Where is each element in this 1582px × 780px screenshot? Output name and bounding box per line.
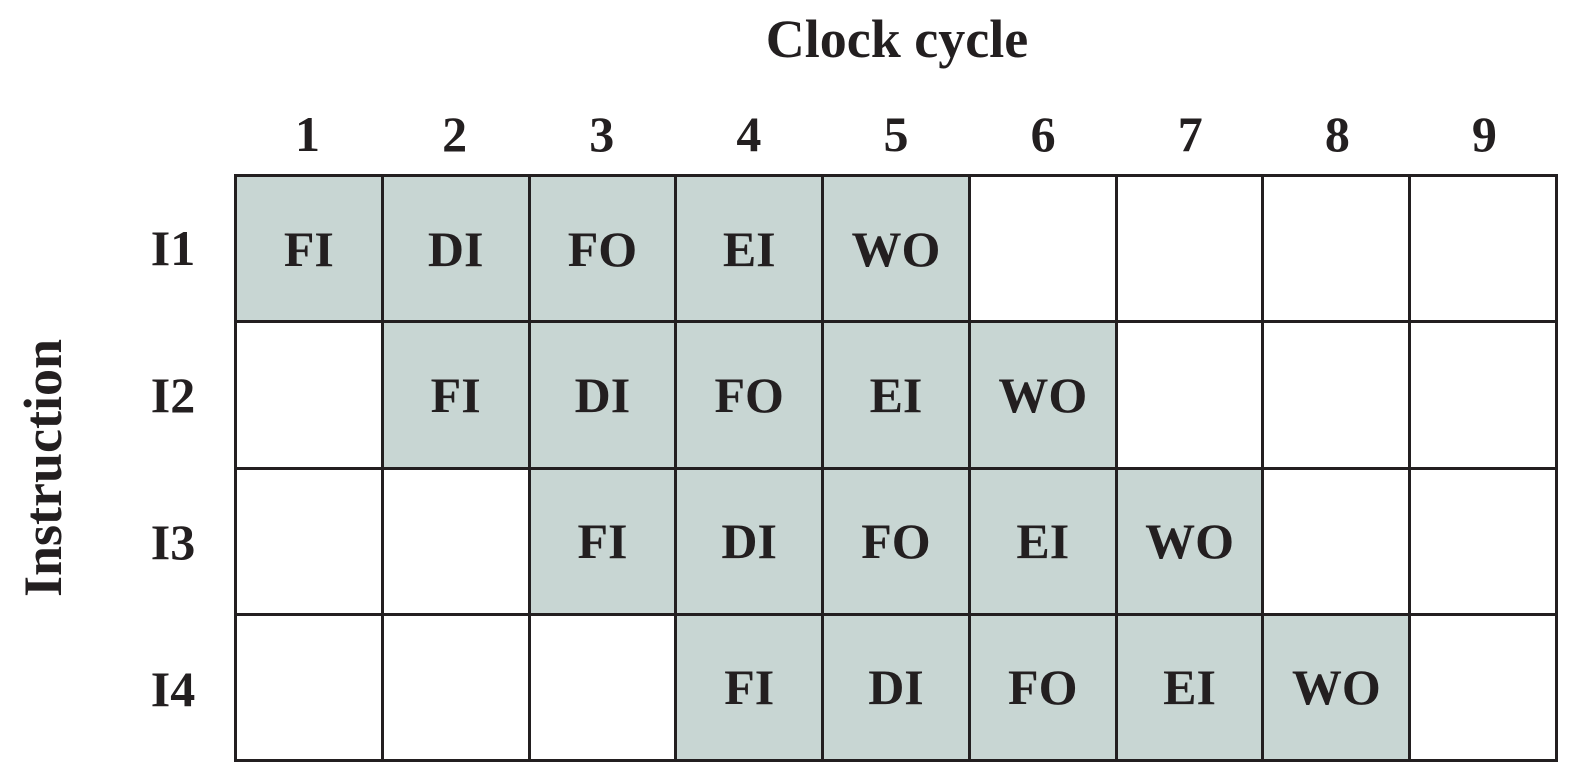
empty-cell — [383, 469, 531, 616]
empty-cell — [1411, 615, 1558, 762]
empty-cell — [1411, 177, 1558, 324]
y-axis: Instruction — [10, 174, 76, 762]
clock-cycle-2: 2 — [442, 106, 468, 162]
stage-fo-i1-cycle-3: FO — [530, 177, 678, 324]
stage-ei-i3-cycle-6: EI — [970, 469, 1118, 616]
stage-wo-i2-cycle-6: WO — [970, 323, 1118, 470]
clock-cycle-3: 3 — [589, 106, 615, 162]
empty-cell — [1264, 323, 1412, 470]
stage-di-i4-cycle-5: DI — [824, 615, 971, 762]
empty-cell — [1264, 469, 1412, 616]
instruction-label-i4: I4 — [150, 660, 196, 717]
empty-cell — [237, 615, 384, 762]
empty-cell — [237, 469, 384, 616]
stage-fi-i2-cycle-2: FI — [383, 323, 531, 470]
clock-cycle-5: 5 — [883, 106, 909, 162]
stage-ei-i4-cycle-7: EI — [1117, 615, 1265, 762]
stage-di-i2-cycle-3: DI — [530, 323, 678, 470]
stage-wo-i4-cycle-8: WO — [1264, 615, 1412, 762]
empty-cell — [530, 615, 678, 762]
empty-cell — [383, 615, 531, 762]
clock-cycle-6: 6 — [1030, 106, 1056, 162]
empty-cell — [1264, 177, 1412, 324]
empty-cell — [1411, 323, 1558, 470]
empty-cell — [1117, 177, 1265, 324]
clock-cycle-1: 1 — [295, 106, 321, 162]
empty-cell — [1411, 469, 1558, 616]
instruction-label-i1: I1 — [150, 219, 196, 276]
empty-cell — [237, 323, 384, 470]
y-axis-label: Instruction — [13, 338, 73, 598]
diagram-title: Clock cycle — [765, 9, 1029, 69]
stage-fo-i3-cycle-5: FO — [824, 469, 971, 616]
stage-di-i3-cycle-4: DI — [677, 469, 825, 616]
instruction-label-i3: I3 — [150, 513, 196, 570]
pipeline-grid: FI DI FO EI WO FI DI FO EI WO FI DI FO EI WO FI DI FO EI WO — [234, 174, 1558, 762]
instruction-label-i2: I2 — [150, 366, 196, 423]
clock-cycle-8: 8 — [1324, 106, 1350, 162]
stage-fi-i1-cycle-1: FI — [237, 177, 384, 324]
stage-wo-i3-cycle-7: WO — [1117, 469, 1265, 616]
clock-cycle-7: 7 — [1177, 106, 1203, 162]
clock-cycle-4: 4 — [736, 106, 762, 162]
stage-wo-i1-cycle-5: WO — [824, 177, 971, 324]
stage-ei-i2-cycle-5: EI — [824, 323, 971, 470]
stage-ei-i1-cycle-4: EI — [677, 177, 825, 324]
stage-fi-i4-cycle-4: FI — [677, 615, 825, 762]
empty-cell — [1117, 323, 1265, 470]
stage-di-i1-cycle-2: DI — [383, 177, 531, 324]
stage-fi-i3-cycle-3: FI — [530, 469, 678, 616]
stage-fo-i2-cycle-4: FO — [677, 323, 825, 470]
clock-cycle-9: 9 — [1471, 106, 1497, 162]
stage-fo-i4-cycle-6: FO — [970, 615, 1118, 762]
empty-cell — [970, 177, 1118, 324]
